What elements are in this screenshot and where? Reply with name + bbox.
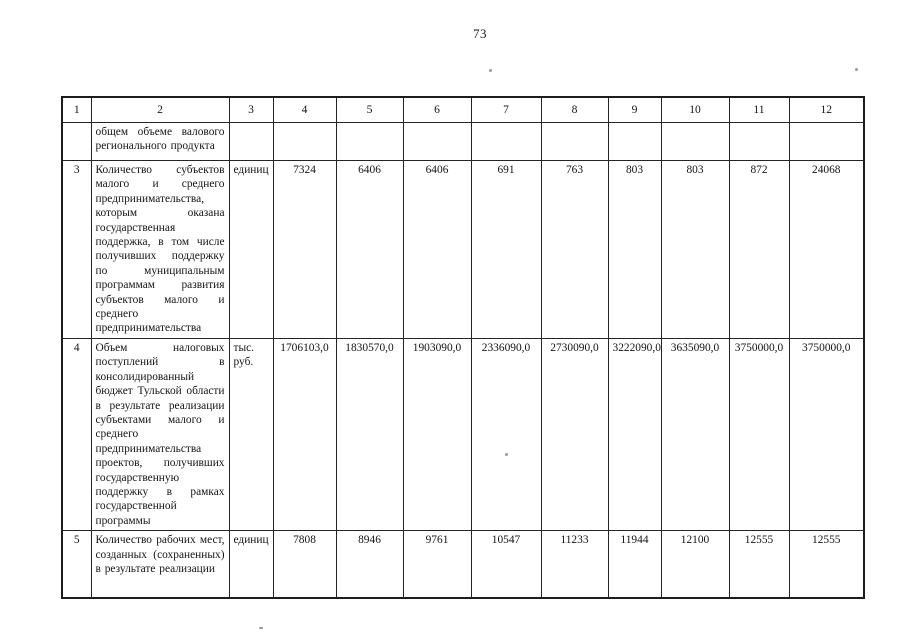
table-cell-value: 7808 — [272, 530, 337, 599]
table-header-cell: 11 — [728, 96, 790, 123]
scan-speck — [855, 68, 858, 71]
table-cell-unit: единиц — [228, 160, 274, 339]
table-cell-num: 3 — [61, 160, 92, 339]
table-header-cell: 6 — [402, 96, 472, 123]
table-cell-value: 11944 — [607, 530, 662, 599]
table-cell-value — [607, 122, 662, 161]
table-header-cell: 8 — [540, 96, 609, 123]
table-header-cell: 5 — [335, 96, 404, 123]
table-cell-value: 1830570,0 — [335, 337, 404, 532]
table-cell-value — [272, 122, 337, 161]
table-cell-unit: единиц — [228, 530, 274, 599]
table-header-cell: 1 — [61, 96, 92, 123]
table-cell-value: 763 — [540, 160, 609, 339]
table-cell-value: 12555 — [728, 530, 790, 599]
table-cell-value: 10547 — [470, 530, 542, 599]
table-cell-name: общем объеме валового регионального прод… — [90, 122, 230, 161]
table-cell-name: Количество рабочих мест, созданных (сохр… — [90, 530, 230, 599]
indicators-table: 1 2 3 4 5 6 7 8 9 10 11 12 общем объеме валового ре… — [61, 96, 865, 600]
scan-speck — [259, 627, 263, 629]
table-row: 3 Количество субъектов малого и среднего … — [61, 160, 865, 339]
table-cell-value: 872 — [728, 160, 790, 339]
table-cell-value — [470, 122, 542, 161]
table-cell-value — [788, 122, 865, 161]
table-header-cell: 4 — [272, 96, 337, 123]
scan-speck — [489, 69, 492, 72]
page-number: 73 — [473, 26, 487, 41]
table-cell-value: 3750000,0 — [728, 337, 790, 532]
table-cell-value — [728, 122, 790, 161]
table-row: 4 Объем налоговых поступлений в консолиди… — [61, 337, 865, 532]
table-cell-value: 2730090,0 — [540, 337, 609, 532]
table-cell-value: 6406 — [402, 160, 472, 339]
table-cell-unit — [228, 122, 274, 161]
table-cell-name: Количество субъектов малого и среднего п… — [90, 160, 230, 339]
table-cell-value: 691 — [470, 160, 542, 339]
table-header-cell: 2 — [90, 96, 230, 123]
table-cell-value: 7324 — [272, 160, 337, 339]
table-header-row: 1 2 3 4 5 6 7 8 9 10 11 12 — [61, 96, 865, 123]
table-cell-value — [402, 122, 472, 161]
table-header-cell: 3 — [228, 96, 274, 123]
table-cell-value: 3635090,0 — [660, 337, 730, 532]
table-cell-value: 6406 — [335, 160, 404, 339]
table-cell-value: 803 — [660, 160, 730, 339]
table-header-cell: 10 — [660, 96, 730, 123]
table-cell-value: 11233 — [540, 530, 609, 599]
table-cell-value — [660, 122, 730, 161]
table-row: 5 Количество рабочих мест, созданных (сох… — [61, 530, 865, 599]
table-cell-value: 3222090,0 — [607, 337, 662, 532]
table-cell-value: 1706103,0 — [272, 337, 337, 532]
table-cell-num — [61, 122, 92, 161]
table-cell-value: 24068 — [788, 160, 865, 339]
table-cell-num: 4 — [61, 337, 92, 532]
table-cell-value: 9761 — [402, 530, 472, 599]
table-header-cell: 12 — [788, 96, 865, 123]
table-cell-value: 1903090,0 — [402, 337, 472, 532]
scan-speck — [505, 453, 508, 456]
table-cell-value: 12100 — [660, 530, 730, 599]
table-cell-value: 2336090,0 — [470, 337, 542, 532]
table-cell-value — [540, 122, 609, 161]
table-row: общем объеме валового регионального прод… — [61, 122, 865, 161]
table-cell-value — [335, 122, 404, 161]
table-header-cell: 9 — [607, 96, 662, 123]
table-cell-value: 3750000,0 — [788, 337, 865, 532]
table-cell-value: 803 — [607, 160, 662, 339]
table-header-cell: 7 — [470, 96, 542, 123]
table-cell-name: Объем налоговых поступлений в консолидир… — [90, 337, 230, 532]
table-cell-value: 8946 — [335, 530, 404, 599]
table-cell-num: 5 — [61, 530, 92, 599]
table-cell-unit: тыс. руб. — [228, 337, 274, 532]
table-cell-value: 12555 — [788, 530, 865, 599]
